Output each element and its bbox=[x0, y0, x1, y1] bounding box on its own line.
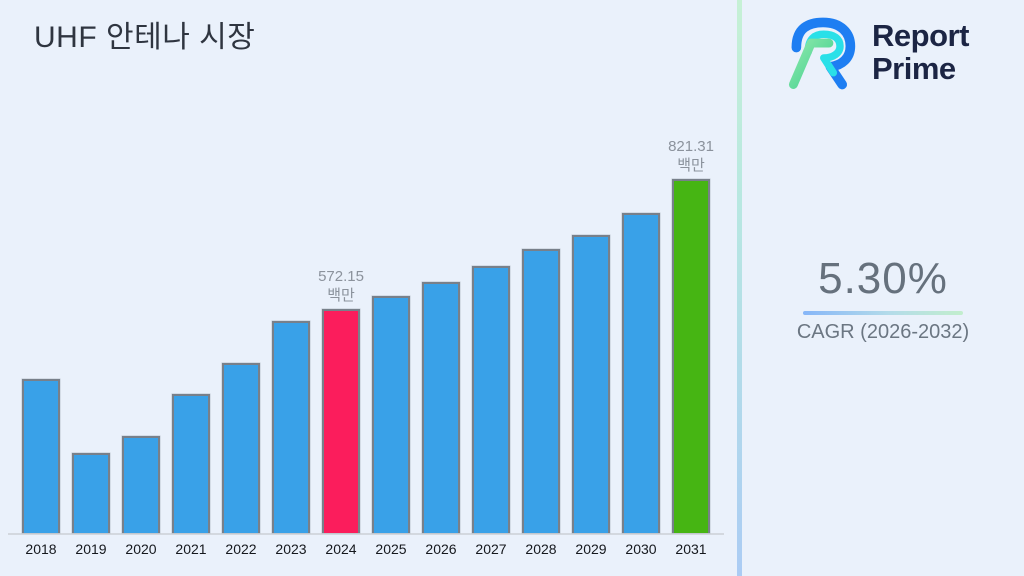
bar-2031 bbox=[672, 179, 710, 533]
page-title: UHF 안테나 시장 bbox=[34, 21, 256, 54]
cagr-caption: CAGR (2026-2032) bbox=[796, 321, 970, 343]
bar-column-2030 bbox=[622, 213, 660, 533]
bar-value-label-2024: 572.15 백만 bbox=[318, 268, 364, 304]
bar-2025 bbox=[372, 296, 410, 533]
bar-2021 bbox=[172, 394, 210, 533]
brand-logo: Report Prime bbox=[786, 12, 969, 92]
brand-name: Report Prime bbox=[872, 19, 969, 85]
bar-2027 bbox=[472, 266, 510, 533]
x-axis-line bbox=[8, 533, 724, 535]
bar-column-2021 bbox=[172, 394, 210, 533]
bar-column-2020 bbox=[122, 436, 160, 533]
bar-column-2027 bbox=[472, 266, 510, 533]
bar-2029 bbox=[572, 235, 610, 533]
bar-2019 bbox=[72, 453, 110, 533]
bar-column-2024: 572.15 백만 bbox=[318, 267, 364, 533]
bar-column-2026 bbox=[422, 282, 460, 533]
x-tick-2030: 2030 bbox=[625, 541, 657, 557]
bar-column-2023 bbox=[272, 321, 310, 533]
side-panel: Report Prime 5.30% CAGR (2026-2032) bbox=[742, 0, 1024, 576]
x-tick-2026: 2026 bbox=[425, 541, 457, 557]
x-tick-2018: 2018 bbox=[25, 541, 57, 557]
bar-column-2031: 821.31 백만 bbox=[668, 137, 714, 533]
x-tick-2020: 2020 bbox=[125, 541, 157, 557]
section-divider bbox=[737, 0, 742, 576]
x-tick-2019: 2019 bbox=[75, 541, 107, 557]
bar-column-2019 bbox=[72, 453, 110, 533]
bar-column-2022 bbox=[222, 363, 260, 533]
bar-chart: 572.15 백만 821.31 백만 2018 2019 2020 2021 2022 202… bbox=[8, 0, 724, 576]
x-tick-2024: 2024 bbox=[325, 541, 357, 557]
x-tick-2022: 2022 bbox=[225, 541, 257, 557]
bars: 572.15 백만 821.31 백만 bbox=[8, 137, 724, 533]
brand-name-line1: Report bbox=[872, 18, 969, 53]
bar-column-2028 bbox=[522, 249, 560, 533]
x-tick-2025: 2025 bbox=[375, 541, 407, 557]
bar-value-label-2031: 821.31 백만 bbox=[668, 138, 714, 174]
x-axis-ticks: 2018 2019 2020 2021 2022 2023 2024 2025 2026 2027… bbox=[8, 541, 724, 557]
cagr-block: 5.30% CAGR (2026-2032) bbox=[742, 254, 1024, 344]
x-tick-2021: 2021 bbox=[175, 541, 207, 557]
x-tick-2023: 2023 bbox=[275, 541, 307, 557]
brand-name-line2: Prime bbox=[872, 51, 956, 86]
bar-column-2018 bbox=[22, 379, 60, 533]
x-tick-2029: 2029 bbox=[575, 541, 607, 557]
x-tick-2028: 2028 bbox=[525, 541, 557, 557]
bar-2023 bbox=[272, 321, 310, 533]
cagr-underline bbox=[803, 311, 963, 315]
bar-column-2025 bbox=[372, 296, 410, 533]
bar-2026 bbox=[422, 282, 460, 533]
bar-2022 bbox=[222, 363, 260, 533]
bar-2024 bbox=[322, 309, 360, 533]
bar-2018 bbox=[22, 379, 60, 533]
x-tick-2027: 2027 bbox=[475, 541, 507, 557]
bar-2020 bbox=[122, 436, 160, 533]
cagr-value: 5.30% bbox=[818, 254, 948, 303]
report-prime-logo-icon bbox=[788, 17, 856, 90]
x-tick-2031: 2031 bbox=[675, 541, 707, 557]
bar-2030 bbox=[622, 213, 660, 533]
bar-column-2029 bbox=[572, 235, 610, 533]
bar-2028 bbox=[522, 249, 560, 533]
